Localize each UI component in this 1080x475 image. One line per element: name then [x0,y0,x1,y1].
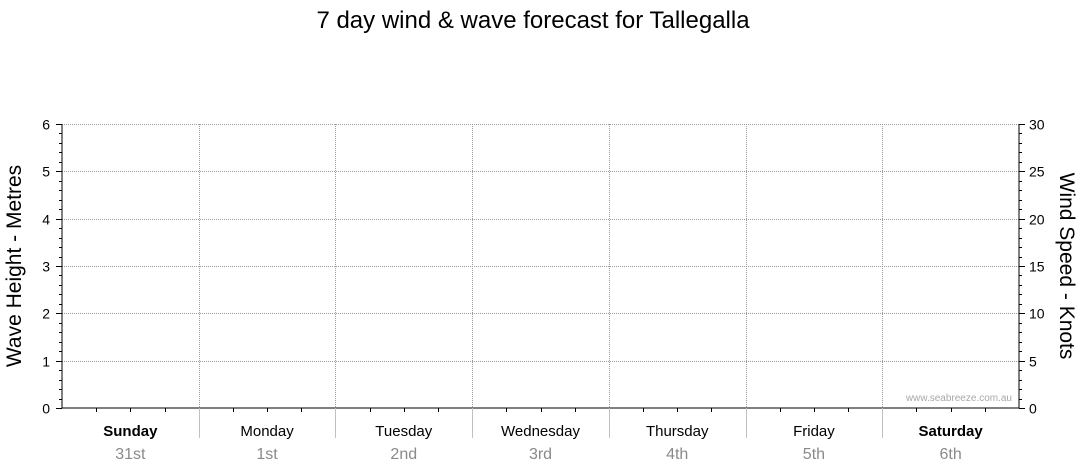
right-tick-label: 5 [1029,354,1037,370]
day-date-label: 3rd [529,446,552,463]
day-name-label: Thursday [646,423,709,440]
left-tick-label: 4 [42,212,50,228]
right-axis-ticks: 0 5 10 15 20 25 30 [1019,117,1045,417]
right-tick-label: 25 [1029,164,1045,180]
right-tick-label: 10 [1029,306,1045,322]
day-name-label: Tuesday [375,423,432,440]
left-tick-label: 2 [42,306,50,322]
x-axis-ticks [96,408,986,438]
day-date-label: 6th [940,446,962,463]
left-tick-label: 0 [42,401,50,417]
left-tick-label: 5 [42,164,50,180]
day-labels: Sunday 31st Monday 1st Tuesday 2nd Wednesday 3r… [103,423,983,463]
day-date-label: 2nd [390,446,417,463]
left-axis-ticks: 0 1 2 3 4 5 6 [42,117,62,417]
right-axis-title: Wind Speed - Knots [1055,173,1078,360]
left-tick-label: 3 [42,259,50,275]
day-date-label: 31st [115,446,146,463]
right-tick-label: 30 [1029,117,1045,133]
right-tick-label: 15 [1029,259,1045,275]
day-name-label: Friday [793,423,835,440]
day-date-label: 4th [666,446,688,463]
right-tick-label: 0 [1029,401,1037,417]
day-date-label: 5th [803,446,825,463]
chart-title: 7 day wind & wave forecast for Tallegall… [316,7,750,34]
day-name-label: Sunday [103,423,158,440]
left-axis-title: Wave Height - Metres [3,165,26,367]
watermark: www.seabreeze.com.au [905,393,1012,404]
left-tick-label: 1 [42,354,50,370]
left-tick-label: 6 [42,117,50,133]
grid-lines [62,124,1019,408]
day-name-label: Saturday [919,423,984,440]
day-date-label: 1st [256,446,278,463]
day-name-label: Wednesday [501,423,580,440]
right-tick-label: 20 [1029,212,1045,228]
day-name-label: Monday [240,423,294,440]
